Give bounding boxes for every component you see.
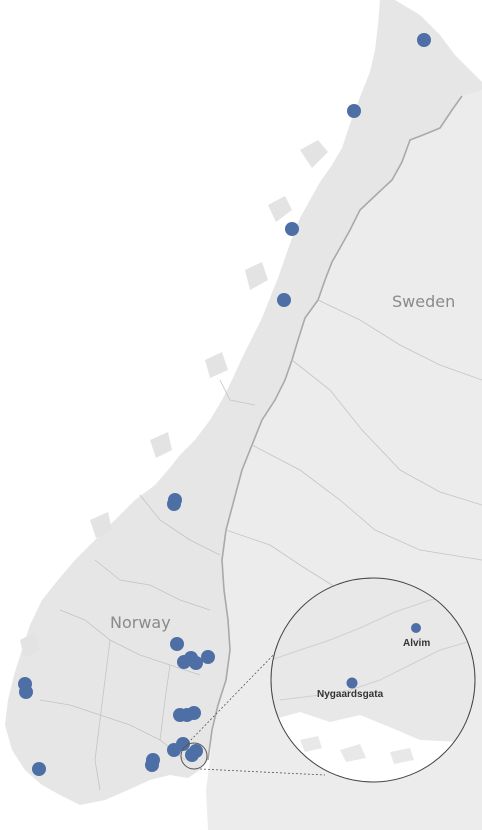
- sweden-label: Sweden: [392, 292, 455, 311]
- inset-border: [270, 577, 476, 783]
- map-marker[interactable]: [189, 744, 203, 758]
- map-marker[interactable]: [19, 685, 33, 699]
- map-marker[interactable]: [187, 706, 201, 720]
- map-marker[interactable]: [167, 497, 181, 511]
- map-marker[interactable]: [145, 758, 159, 772]
- norway-sweden-border: [207, 95, 463, 761]
- map-marker[interactable]: [32, 762, 46, 776]
- inset-label-nygaardsgata: Nygaardsgata: [317, 689, 384, 700]
- zoom-connector-line: [187, 616, 311, 744]
- zoom-connector-line: [199, 768, 326, 776]
- map-marker[interactable]: [285, 222, 299, 236]
- location-markers[interactable]: [18, 33, 431, 776]
- norway-label: Norway: [110, 613, 171, 632]
- map-marker[interactable]: [189, 656, 203, 670]
- inset-water: [271, 712, 475, 782]
- map-marker[interactable]: [201, 650, 215, 664]
- map-marker[interactable]: [346, 677, 358, 689]
- map-marker[interactable]: [411, 623, 421, 633]
- coastal-islands: [20, 140, 328, 658]
- zoom-source-circle: [180, 742, 208, 770]
- map-marker[interactable]: [347, 104, 361, 118]
- regional-borders: [39, 299, 482, 791]
- map-marker[interactable]: [417, 33, 431, 47]
- map-marker[interactable]: [277, 293, 291, 307]
- map-marker[interactable]: [170, 637, 184, 651]
- map-marker[interactable]: [167, 743, 181, 757]
- zoom-inset[interactable]: Alvim Nygaardsgata: [270, 577, 480, 783]
- inset-label-alvim: Alvim: [403, 638, 430, 649]
